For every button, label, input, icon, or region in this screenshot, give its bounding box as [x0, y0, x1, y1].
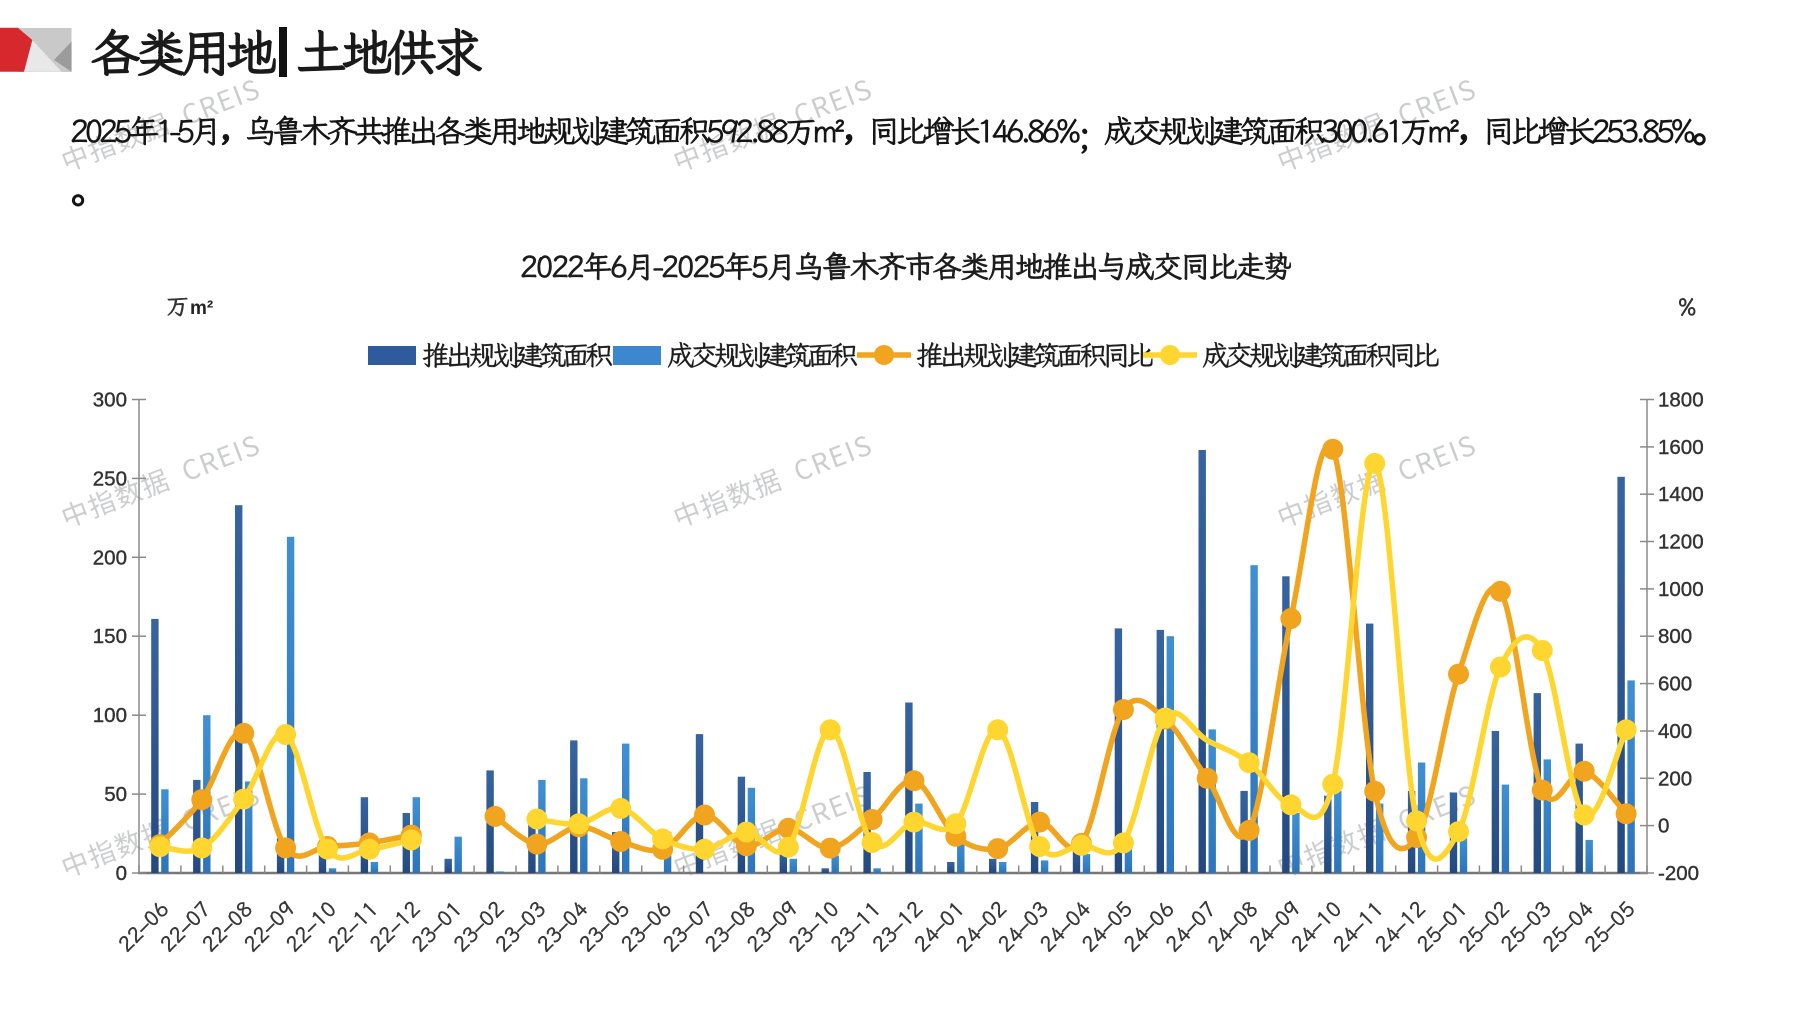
svg-text:50: 50: [104, 783, 127, 806]
svg-text:250: 250: [93, 467, 127, 490]
svg-text:800: 800: [1658, 625, 1692, 648]
svg-text:1600: 1600: [1658, 436, 1704, 459]
svg-text:200: 200: [1658, 767, 1692, 790]
svg-text:200: 200: [93, 546, 127, 569]
svg-text:300: 300: [93, 389, 127, 412]
svg-text:1000: 1000: [1658, 578, 1704, 601]
svg-text:1400: 1400: [1658, 483, 1704, 506]
svg-text:600: 600: [1658, 673, 1692, 696]
svg-text:150: 150: [93, 625, 127, 648]
svg-text:1200: 1200: [1658, 531, 1704, 554]
svg-text:-200: -200: [1658, 862, 1699, 885]
svg-text:400: 400: [1658, 720, 1692, 743]
svg-text:1800: 1800: [1658, 389, 1704, 412]
svg-text:0: 0: [1658, 815, 1669, 838]
svg-text:100: 100: [93, 704, 127, 727]
svg-text:m²: m²: [190, 298, 213, 319]
svg-text:0: 0: [116, 862, 127, 885]
